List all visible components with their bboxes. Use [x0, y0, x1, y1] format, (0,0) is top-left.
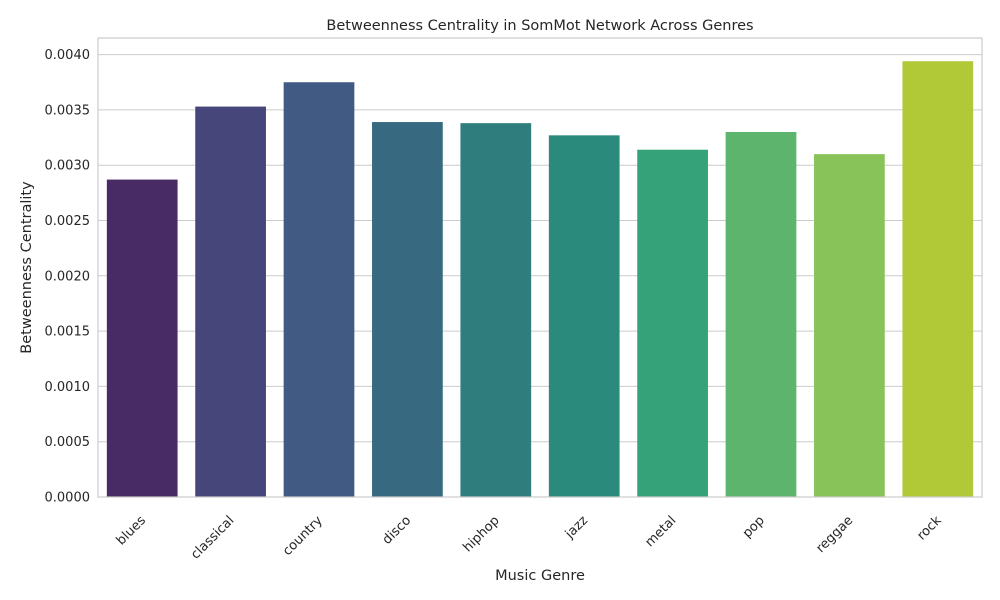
x-axis-label: Music Genre: [495, 568, 585, 584]
bar-rock: [902, 61, 974, 498]
bar-disco: [372, 122, 443, 497]
bar-jazz: [548, 135, 620, 497]
plot-frame: [97, 37, 983, 498]
y-tick-label: 0.0020: [45, 269, 91, 284]
x-tick-label-country: country: [280, 513, 326, 559]
y-tick-label: 0.0030: [45, 159, 91, 174]
y-axis-label: Betweenness Centrality: [19, 181, 35, 354]
x-tick-label-rock: rock: [914, 513, 945, 544]
y-tick-label: 0.0025: [45, 214, 91, 229]
x-tick-label-pop: pop: [740, 513, 768, 541]
bars: [106, 61, 974, 498]
x-tick-label-reggae: reggae: [813, 513, 856, 556]
x-tick-label-jazz: jazz: [562, 513, 591, 542]
y-tick-label: 0.0010: [45, 380, 91, 395]
y-tick-label: 0.0035: [45, 103, 91, 118]
bar-blues: [106, 179, 178, 497]
x-tick-labels: blues classical country disco hiphop jazz meta…: [114, 513, 945, 563]
y-tick-label: 0.0005: [45, 435, 91, 450]
x-tick-label-classical: classical: [188, 513, 237, 562]
bar-reggae: [814, 154, 885, 498]
bar-country: [283, 82, 355, 497]
y-tick-label: 0.0015: [45, 325, 91, 340]
x-tick-label-disco: disco: [380, 513, 414, 547]
bar-classical: [195, 106, 266, 498]
bar-pop: [725, 132, 797, 497]
y-tick-label: 0.0000: [45, 491, 91, 506]
x-tick-label-metal: metal: [642, 513, 679, 550]
chart-title: Betweenness Centrality in SomMot Network…: [326, 18, 753, 34]
x-tick-label-hiphop: hiphop: [461, 513, 503, 555]
x-tick-label-blues: blues: [114, 513, 149, 548]
y-tick-labels: 0.0000 0.0005 0.0010 0.0015 0.0020 0.0025 0.00…: [45, 48, 91, 505]
bar-hiphop: [460, 123, 532, 498]
bar-metal: [637, 149, 708, 497]
y-tick-label: 0.0040: [45, 48, 91, 63]
